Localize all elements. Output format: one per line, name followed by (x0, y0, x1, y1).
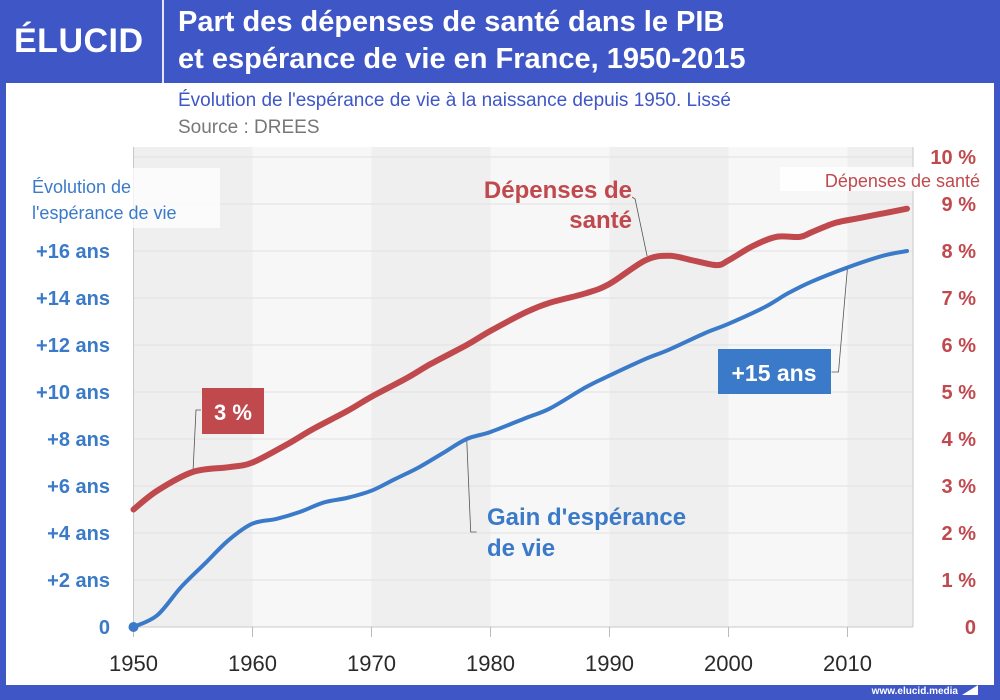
annotation-depenses-line1: Dépenses de (484, 177, 632, 204)
series-line-depenses-sante (130, 205, 910, 513)
series-line-esperance-vie (131, 249, 909, 629)
header-divider (162, 0, 164, 83)
annotation-depenses-line2: santé (569, 207, 632, 234)
y-left-tick-label: +6 ans (47, 476, 110, 498)
y-left-tick-label: +8 ans (47, 429, 110, 451)
y-right-tick-label: 10 % (930, 147, 976, 169)
left-axis-title-bg (24, 168, 220, 228)
annotation-3pct-label: 3 % (214, 400, 252, 425)
title-line-1: Part des dépenses de santé dans le PIB (178, 6, 725, 38)
x-tick-label: 1960 (228, 651, 277, 676)
series-lines (128, 205, 910, 632)
y-right-tick-label: 7 % (942, 288, 977, 310)
x-tick-label: 1990 (585, 651, 634, 676)
x-tick-label: 2000 (704, 651, 753, 676)
annotation-15ans-box (718, 349, 831, 394)
left-axis-title: l'espérance de vie (32, 203, 177, 223)
annotation-leaders (192, 196, 848, 533)
elucid-mark-icon (962, 685, 978, 695)
decade-band (252, 147, 372, 627)
leader-gain (466, 438, 477, 533)
annotations: 3 % Dépenses de santé +15 ans Gain d'espéran… (202, 177, 831, 562)
x-tick-label: 1970 (347, 651, 396, 676)
chart-title: Part des dépenses de santé dans le PIB e… (178, 4, 745, 78)
y-right-tick-label: 3 % (942, 476, 977, 498)
y-right-tick-label: 5 % (942, 382, 977, 404)
y-right-tick-label: 9 % (942, 194, 977, 216)
annotation-15ans-label: +15 ans (731, 360, 816, 386)
left-axis-title: Évolution de (32, 177, 131, 197)
y-left-tick-label: +10 ans (36, 382, 110, 404)
annotation-gain-line2: de vie (487, 535, 555, 562)
y-right-tick-label: 6 % (942, 335, 977, 357)
y-right-tick-label: 4 % (942, 429, 977, 451)
decade-band (609, 147, 729, 627)
x-tick-label: 2010 (823, 651, 872, 676)
axes (133, 147, 914, 637)
chart-source: Source : DREES (178, 117, 320, 138)
y-left-tick-label: +12 ans (36, 335, 110, 357)
footer-url[interactable]: www.elucid.media (871, 686, 958, 697)
right-axis-title-bg (780, 167, 930, 191)
y-right-tick-label: 0 (965, 617, 976, 639)
x-tick-label: 1980 (466, 651, 515, 676)
chart-subtitle: Évolution de l'espérance de vie à la nai… (178, 90, 731, 111)
y-left-tick-label: +16 ans (36, 241, 110, 263)
annotation-3pct-box (202, 388, 264, 434)
header-bar: ÉLUCID Part des dépenses de santé dans l… (0, 0, 1000, 83)
y-left-tick-label: 0 (99, 617, 110, 639)
axis-labels: 1950 1960 1970 1980 1990 2000 2010 0 +2 ans +4 an… (24, 147, 980, 676)
x-tick-label: 1950 (109, 651, 158, 676)
y-right-tick-label: 2 % (942, 523, 977, 545)
leader-3pct (192, 409, 201, 472)
y-right-tick-label: 8 % (942, 241, 977, 263)
leader-15ans (831, 267, 848, 373)
leader-depenses (631, 196, 648, 257)
right-axis-title: Dépenses de santé (825, 171, 980, 191)
y-left-tick-label: +14 ans (36, 288, 110, 310)
y-left-tick-label: +2 ans (47, 570, 110, 592)
decade-band (847, 147, 913, 627)
y-left-tick-label: +4 ans (47, 523, 110, 545)
series-start-point (128, 622, 139, 632)
annotation-gain-line1: Gain d'espérance (487, 504, 686, 531)
elucid-logo: ÉLUCID (14, 22, 144, 60)
y-right-tick-label: 1 % (942, 570, 977, 592)
title-line-2: et espérance de vie en France, 1950-2015 (178, 43, 746, 75)
